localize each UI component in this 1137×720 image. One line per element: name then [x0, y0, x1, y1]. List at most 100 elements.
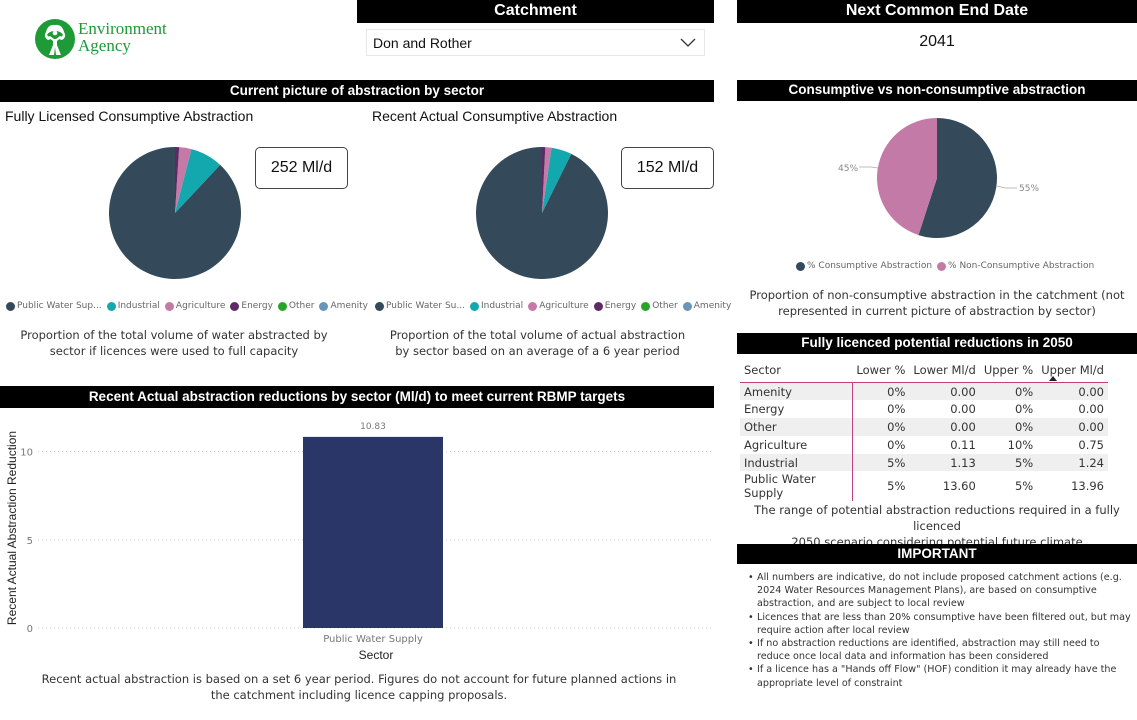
- table-cell: 0.00: [1037, 418, 1108, 436]
- legend-dot-icon: [469, 301, 479, 311]
- legend-label: Public Water Sup...: [17, 301, 102, 311]
- legend-label: Agriculture: [175, 301, 226, 311]
- caption-line: represented in current picture of abstra…: [778, 304, 1096, 318]
- fully-licensed-kpi-card: 252 Ml/d: [255, 147, 348, 189]
- pie-slice-energy[interactable]: [175, 147, 180, 213]
- caption-line: Proportion of non-consumptive abstractio…: [749, 288, 1125, 302]
- legend-label: Agriculture: [539, 301, 589, 311]
- table-cell: 1.24: [1037, 453, 1108, 472]
- pie-slice-industrial[interactable]: [175, 149, 221, 213]
- upper-mld-label: Upper Ml/d: [1041, 363, 1104, 377]
- pie-slice-industrial[interactable]: [542, 147, 572, 213]
- legend-label: % Non-Consumptive Abstraction: [948, 261, 1095, 271]
- table-cell: 0.00: [909, 382, 980, 401]
- important-notes-list: All numbers are indicative, do not inclu…: [748, 571, 1133, 690]
- recent-actual-kpi-card: 152 Ml/d: [621, 147, 714, 189]
- legend-item[interactable]: Energy: [593, 301, 636, 311]
- table-cell: 0.75: [1078, 437, 1104, 452]
- table-cell: 0%: [979, 382, 1038, 401]
- table-row: Industrial 5% 1.13 5% 1.24: [740, 453, 1108, 472]
- legend-item[interactable]: % Non-Consumptive Abstraction: [937, 261, 1094, 271]
- legend-item[interactable]: % Consumptive Abstraction: [796, 261, 932, 271]
- x-axis-title: Sector: [359, 648, 394, 662]
- recent-actual-title: Recent Actual Consumptive Abstraction: [372, 108, 618, 124]
- important-header: IMPORTANT: [737, 544, 1137, 564]
- bar-public-water-supply[interactable]: [303, 436, 443, 628]
- consumptive-caption: Proportion of non-consumptive abstractio…: [737, 287, 1137, 319]
- pie-slice-energy[interactable]: [542, 147, 546, 213]
- legend-item[interactable]: Industrial: [106, 301, 160, 311]
- legend-dot-icon: [230, 301, 240, 311]
- column-header-lower-pct[interactable]: Lower %: [852, 360, 910, 383]
- column-header-sector[interactable]: Sector: [740, 360, 853, 383]
- table-row: Amenity 0% 0.00 0% 0.00: [740, 382, 1108, 401]
- consumptive-legend: % Consumptive Abstraction % Non-Consumpti…: [796, 261, 1094, 271]
- table-cell: 5%: [979, 453, 1038, 472]
- table-cell: Industrial: [740, 453, 853, 472]
- legend-dot-icon: [796, 261, 805, 271]
- fully-licensed-pie-chart: [109, 147, 242, 279]
- end-date-value: 2041: [919, 33, 955, 50]
- legend-item[interactable]: Agriculture: [164, 301, 226, 311]
- legend-dot-icon: [937, 261, 947, 271]
- y-tick-label: 0: [27, 624, 33, 635]
- caption-line: the catchment including licence capping …: [210, 688, 508, 702]
- note-item: All numbers are indicative, do not inclu…: [748, 571, 1133, 611]
- caption-line: Recent actual abstraction is based on a …: [41, 672, 677, 686]
- legend-item[interactable]: Agriculture: [528, 301, 589, 311]
- legend-label: Industrial: [480, 301, 524, 311]
- column-header-upper-mld[interactable]: Upper Ml/d: [1037, 360, 1108, 383]
- tree-logo-icon: [35, 19, 75, 59]
- leader-line: [996, 185, 1017, 189]
- table-cell: 0%: [1014, 402, 1034, 417]
- consumptive-section-header: Consumptive vs non-consumptive abstracti…: [737, 80, 1137, 101]
- catchment-dropdown[interactable]: Don and Rother: [366, 29, 705, 56]
- table-row: Agriculture 0% 0.11 10% 0.75: [740, 435, 1108, 454]
- legend-item[interactable]: Amenity: [682, 301, 732, 311]
- legend-item[interactable]: Energy: [230, 301, 273, 311]
- table-cell: Energy: [740, 400, 853, 419]
- legend-dot-icon: [528, 301, 538, 311]
- legend-label: Public Water Su...: [386, 301, 465, 311]
- pie-slice-non-consumptive-abstraction[interactable]: [877, 118, 937, 236]
- catchment-selected: Don and Rother: [373, 35, 472, 51]
- legend-item[interactable]: Amenity: [319, 301, 368, 311]
- table-cell: 0.00: [909, 418, 980, 436]
- legend-dot-icon: [375, 301, 384, 311]
- table-cell: 0%: [979, 418, 1038, 436]
- column-header-lower-mld[interactable]: Lower Ml/d: [909, 360, 980, 383]
- table-cell: 0.11: [950, 437, 976, 452]
- table-cell: Amenity: [740, 382, 853, 401]
- caption-line: by sector based on an average of a 6 yea…: [395, 344, 680, 358]
- legend-item[interactable]: Industrial: [469, 301, 524, 311]
- logo-text: Environment Agency: [78, 20, 167, 54]
- x-tick-label: Public Water Supply: [323, 634, 423, 645]
- legend-dot-icon: [319, 301, 329, 311]
- logo-line-2: Agency: [78, 36, 131, 55]
- legend-item[interactable]: Other: [277, 301, 314, 311]
- catchment-header: Catchment: [357, 0, 714, 23]
- legend-item[interactable]: Public Water Su...: [375, 301, 465, 311]
- table-row: Energy 0% 0.00 0% 0.00: [740, 400, 1108, 419]
- table-cell: 0.00: [1037, 382, 1108, 401]
- table-cell: 13.60: [942, 479, 976, 494]
- column-header-upper-pct[interactable]: Upper %: [979, 360, 1038, 383]
- table-cell: 13.96: [1071, 479, 1104, 494]
- fully-licensed-legend: Public Water Sup... Industrial Agriculture…: [6, 301, 368, 311]
- legend-dot-icon: [641, 301, 651, 311]
- note-item: Licences that are less than 20% consumpt…: [748, 611, 1133, 637]
- y-tick-label: 5: [27, 536, 33, 547]
- leader-line: [859, 166, 879, 169]
- legend-item[interactable]: Other: [641, 301, 678, 311]
- legend-label: Amenity: [693, 301, 732, 311]
- table-row: Public Water Supply 5% 13.60 5% 13.96: [740, 471, 1108, 502]
- end-date-header: Next Common End Date: [737, 0, 1137, 23]
- pie-slice-consumptive-abstraction[interactable]: [918, 118, 997, 239]
- legend-item[interactable]: Public Water Sup...: [6, 301, 102, 311]
- pie-slice-agriculture[interactable]: [542, 147, 552, 213]
- note-item: If a licence has a "Hands off Flow" (HOF…: [748, 663, 1133, 689]
- table-cell: Agriculture: [740, 435, 853, 454]
- pie-slice-public-water-supply[interactable]: [109, 147, 242, 279]
- pie-slice-agriculture[interactable]: [175, 147, 192, 213]
- data-label-non-consumptive: 45%: [838, 164, 858, 174]
